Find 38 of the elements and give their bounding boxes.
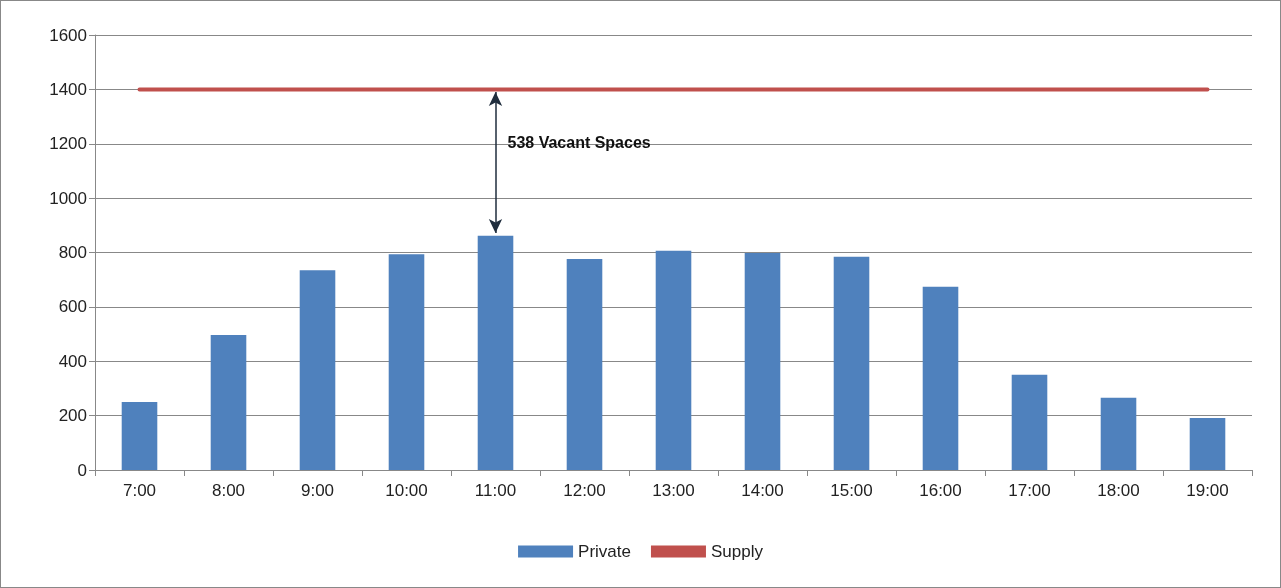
bar [299,270,336,470]
y-tick-label: 600 [58,297,87,317]
legend-label: Private [578,542,631,561]
x-tick-label: 9:00 [300,481,335,500]
y-tick-label: 800 [58,243,87,262]
bar [744,253,781,470]
bar [477,235,514,470]
bar [655,250,692,470]
bar [1100,397,1137,470]
annotation: 538 Vacant Spaces [507,134,651,152]
bar [566,259,603,470]
legend-label: Supply [710,542,764,561]
bar [922,286,959,470]
x-tick-label: 14:00 [741,481,784,500]
y-tick-label: 1200 [49,134,87,154]
x-tick-label: 7:00 [122,481,157,500]
x-tick-label: 10:00 [385,481,428,500]
x-tick-label: 18:00 [1097,481,1140,500]
y-tick-label: 1000 [49,188,87,208]
y-tick-label: 1600 [49,25,87,45]
y-tick-label: 400 [58,351,87,371]
bar [210,334,247,470]
y-tick-label: 200 [58,406,87,426]
x-tick-label: 12:00 [563,481,606,500]
bar [1189,418,1226,470]
y-tick-label: 1400 [49,79,87,99]
x-tick-label: 11:00 [474,481,517,500]
x-tick-label: 16:00 [919,481,962,500]
x-tick-label: 8:00 [211,481,246,500]
bar [388,254,425,470]
bar [1011,374,1048,470]
x-tick-label: 15:00 [830,481,873,500]
x-tick-label: 19:00 [1186,481,1229,500]
x-tick-label: 13:00 [652,481,695,500]
y-tick-label: 0 [77,460,87,480]
x-tick-label: 17:00 [1008,481,1051,500]
bar [121,402,158,470]
bar [833,256,870,470]
